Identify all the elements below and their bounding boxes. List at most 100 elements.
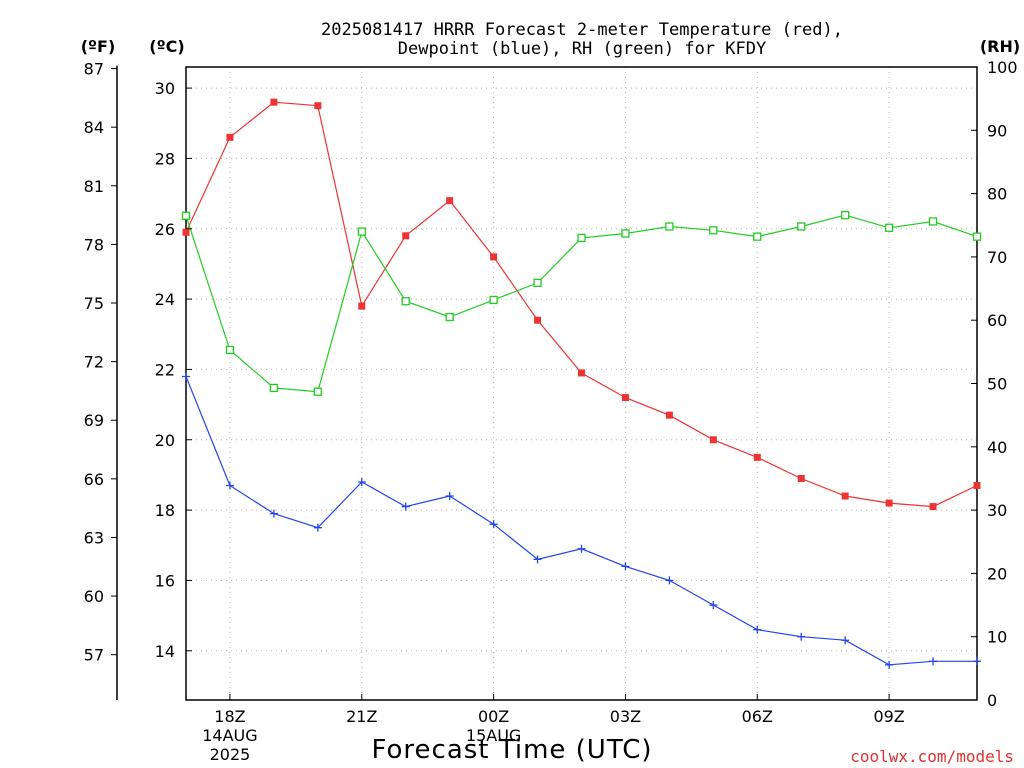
celsius-tick-label: 20 <box>155 431 175 450</box>
rh-point <box>225 345 235 355</box>
temperature-point <box>182 228 190 236</box>
fahrenheit-tick-label: 81 <box>84 177 104 196</box>
axes <box>116 65 978 701</box>
temperature-point <box>709 436 717 444</box>
rh-tick-label: 90 <box>987 121 1007 140</box>
dewpoint-point <box>577 544 586 553</box>
rh-point <box>621 229 630 238</box>
rh-tick-label: 60 <box>987 311 1007 330</box>
temperature-point <box>314 102 322 110</box>
fahrenheit-tick-label: 60 <box>84 587 104 606</box>
temperature-line <box>185 101 978 508</box>
rh-point <box>709 226 718 235</box>
rh-point <box>445 312 454 322</box>
celsius-tick-label: 30 <box>155 79 175 98</box>
rh-point <box>928 217 938 226</box>
fahrenheit-tick-label: 57 <box>84 646 104 665</box>
fahrenheit-tick-label: 66 <box>84 470 104 489</box>
tick-labels: 57 60 63 66 69 72 75 78 81 84 87 14 16 18 20 22 24 26 28 30… <box>84 58 1018 764</box>
temperature-point <box>797 474 805 482</box>
celsius-tick-label: 24 <box>155 290 175 309</box>
dewpoint-line <box>185 376 977 666</box>
temperature-point <box>534 316 542 324</box>
chart-title-line1: 2025081417 HRRR Forecast 2-meter Tempera… <box>321 20 843 40</box>
rh-point <box>577 233 586 243</box>
temperature-point <box>665 411 673 419</box>
rh-point <box>841 210 850 220</box>
dewpoint-point <box>357 477 366 486</box>
dewpoint-point <box>885 660 894 669</box>
dewpoint-point <box>621 562 630 571</box>
rh-tick-label: 30 <box>987 501 1007 520</box>
dewpoint-point <box>489 520 498 529</box>
fahrenheit-tick-label: 69 <box>84 411 104 430</box>
rh-axis-label: (RH) <box>980 37 1020 56</box>
credit-text: coolwx.com/models <box>850 747 1014 766</box>
dewpoint-point <box>313 523 322 532</box>
x-tick-label: 06Z <box>742 707 773 726</box>
temperature-point <box>578 369 585 377</box>
rh-tick-label: 40 <box>987 438 1007 457</box>
dewpoint-point <box>445 492 454 501</box>
x-tick-date-label: 15AUG <box>466 726 521 745</box>
rh-point <box>357 227 366 236</box>
data-series <box>181 98 982 669</box>
dewpoint-point <box>225 481 234 490</box>
x-axis-label: Forecast Time (UTC) <box>371 735 652 765</box>
grid-lines <box>186 67 977 700</box>
temperature-point <box>446 197 454 205</box>
celsius-tick-label: 14 <box>155 642 175 661</box>
rh-tick-label: 80 <box>987 185 1007 204</box>
fahrenheit-axis-label: (ºF) <box>81 37 116 56</box>
x-tick-label: 18Z <box>214 707 245 726</box>
celsius-tick-label: 18 <box>155 501 175 520</box>
temperature-point <box>973 481 981 489</box>
rh-tick-label: 20 <box>987 564 1007 583</box>
rh-tick-label: 70 <box>987 248 1007 267</box>
celsius-axis-label: (ºC) <box>149 37 184 56</box>
rh-point <box>972 232 982 241</box>
rh-point <box>489 295 498 305</box>
fahrenheit-tick-label: 84 <box>84 118 104 137</box>
rh-point <box>753 232 762 241</box>
rh-point <box>181 211 191 220</box>
dewpoint-point <box>753 625 762 634</box>
temperature-point <box>270 98 278 106</box>
dewpoint-point <box>533 555 542 564</box>
rh-point <box>884 223 894 232</box>
rh-point <box>401 297 410 306</box>
temperature-point <box>929 503 937 511</box>
x-tick-year-label: 2025 <box>210 745 251 764</box>
temperature-point <box>402 232 410 240</box>
rh-tick-label: 100 <box>987 58 1018 77</box>
fahrenheit-tick-label: 72 <box>84 353 104 372</box>
temperature-point <box>621 394 629 402</box>
dewpoint-point <box>269 509 278 518</box>
celsius-tick-label: 22 <box>155 360 175 379</box>
dewpoint-point <box>709 601 718 610</box>
rh-point <box>533 278 542 288</box>
temperature-point <box>226 133 234 141</box>
rh-tick-label: 10 <box>987 628 1007 647</box>
x-tick-date-label: 14AUG <box>202 726 257 745</box>
rh-point <box>797 222 806 231</box>
dewpoint-point <box>182 372 190 381</box>
rh-tick-label: 50 <box>987 375 1007 394</box>
rh-tick-label: 0 <box>987 691 997 710</box>
dewpoint-point <box>797 632 806 641</box>
temperature-point <box>885 499 893 507</box>
x-tick-label: 03Z <box>610 707 641 726</box>
dewpoint-point <box>401 502 410 511</box>
dewpoint-point <box>841 636 850 645</box>
dewpoint-point <box>929 657 938 666</box>
dewpoint-point <box>665 576 674 585</box>
plot-frame <box>185 66 978 701</box>
x-tick-label: 21Z <box>346 707 377 726</box>
dewpoint-point <box>973 657 981 666</box>
temperature-point <box>358 302 366 310</box>
rh-point <box>665 222 674 231</box>
rh-point <box>313 387 322 396</box>
celsius-tick-label: 16 <box>155 571 175 590</box>
temperature-point <box>753 453 761 461</box>
